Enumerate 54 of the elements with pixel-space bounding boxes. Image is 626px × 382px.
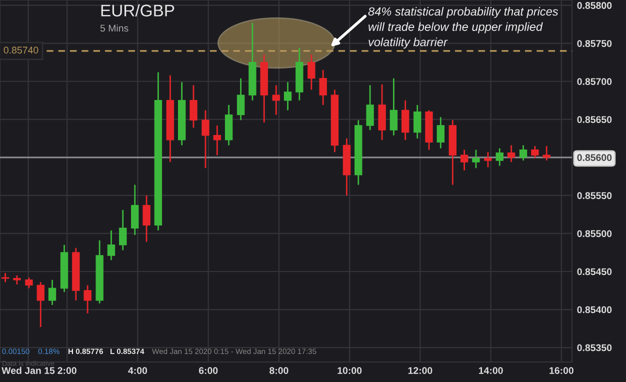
candlestick	[366, 84, 374, 131]
candlestick	[1, 272, 10, 283]
candlestick	[142, 194, 150, 243]
candlestick	[436, 116, 444, 149]
candlestick	[131, 184, 139, 236]
y-tick-label: 0.85400	[577, 306, 612, 314]
candlestick	[531, 145, 539, 159]
candlestick	[390, 78, 398, 136]
candlestick	[402, 100, 410, 141]
y-tick-label: 0.85700	[577, 78, 612, 85]
x-tick-label: 14:00	[478, 367, 503, 374]
candlestick	[84, 284, 92, 314]
annotation: 84% statistical probability that prices will trade below the upper implied volatility barrier	[368, 7, 558, 49]
candlestick	[13, 274, 21, 286]
text: 5 Mins	[100, 24, 128, 32]
candlestick	[542, 145, 550, 162]
y-tick-label: 0.85500	[577, 230, 612, 238]
candlestick	[284, 81, 292, 111]
candlestick	[107, 230, 116, 261]
y-tick-label: 0.85350	[577, 344, 612, 352]
candlestick	[202, 110, 210, 169]
y-tick-label: 0.85450	[577, 268, 612, 276]
y-tick-label: 0.85750	[577, 40, 612, 47]
x-tick-label: Wed Jan 15	[2, 366, 55, 374]
candlestick	[496, 148, 504, 166]
candlestick	[319, 69, 327, 106]
candlestick	[507, 144, 516, 163]
candlestick	[484, 151, 492, 168]
x-tick-label: 6:00	[198, 367, 218, 374]
x-tick-label: 2:00	[58, 367, 76, 374]
ref-line-label: 0.85740	[4, 46, 38, 54]
candlestick	[236, 78, 245, 121]
y-tick-label: 0.85650	[577, 116, 612, 124]
x-tick-label: 10:00	[338, 367, 362, 374]
candlestick	[119, 209, 127, 251]
x-tick-label: 4:00	[128, 367, 148, 374]
y-tick-label: 0.85600	[577, 154, 612, 162]
candlestick	[414, 104, 422, 140]
y-tick-label: 0.85550	[577, 192, 612, 200]
y-tick-label: 0.85800	[577, 2, 612, 9]
candlestick	[36, 281, 44, 328]
candlestick	[25, 276, 33, 289]
chart-title: EUR/GBP	[101, 4, 174, 16]
candlestick	[213, 124, 221, 156]
x-tick-label: 16:00	[550, 367, 574, 374]
candlestick	[460, 149, 468, 172]
candlestick	[48, 279, 56, 306]
candlestick	[272, 84, 280, 116]
candlestick	[308, 54, 316, 90]
x-tick-label: 8:00	[270, 367, 288, 374]
x-tick-label: 12:00	[408, 367, 432, 374]
candlestick	[519, 144, 528, 162]
candlestick	[190, 84, 198, 128]
candlestick	[472, 149, 480, 169]
